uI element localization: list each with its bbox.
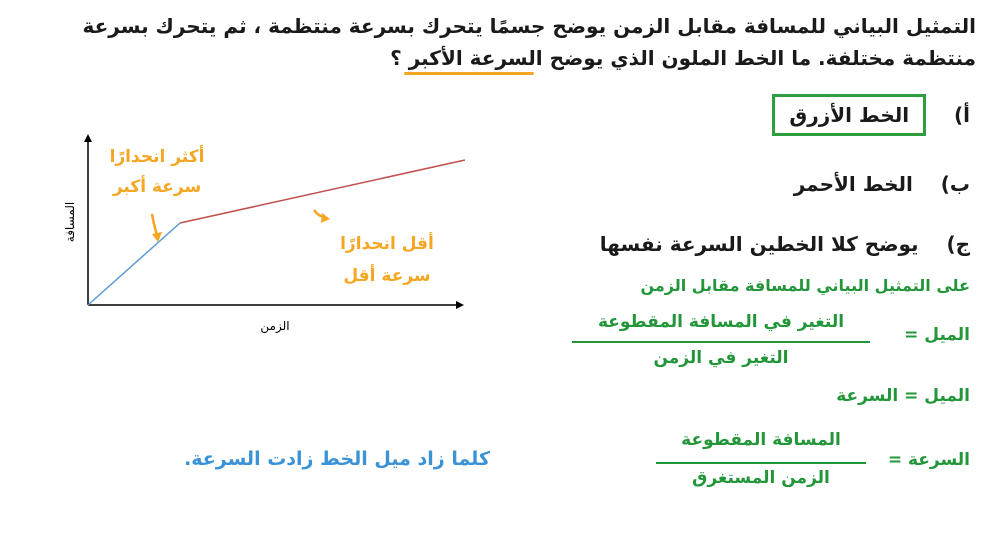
option-b-text: الخط الأحمر [793, 172, 913, 196]
note-arrow-shallower-head-icon [321, 213, 330, 223]
question-line-1: التمثيل البياني للمسافة مقابل الزمن يوضح… [82, 14, 977, 38]
blue-line [87, 222, 181, 306]
question-text: التمثيل البياني للمسافة مقابل الزمن يوضح… [76, 10, 977, 74]
option-a-text: الخط الأزرق [789, 103, 910, 127]
x-axis-label: الزمن [260, 319, 289, 334]
slope-equals-speed: الميل = السرعة [836, 386, 970, 406]
option-c[interactable]: ج) يوضح كلا الخطين السرعة نفسها [600, 232, 970, 256]
note-shallower-line-1: أقل انحدارًا [340, 234, 434, 254]
red-line [179, 159, 466, 224]
note-arrow-steeper-head-icon [152, 232, 162, 242]
speed-denominator: الزمن المستغرق [692, 468, 830, 488]
option-b-letter: ب) [940, 172, 970, 196]
distance-time-graph: المسافة الزمن [60, 130, 480, 345]
question-line-2: منتظمة مختلفة. ما الخط الملون الذي يوضح … [390, 46, 976, 70]
y-axis-label: المسافة [63, 202, 77, 242]
explanation-intro: على التمثيل البياني للمسافة مقابل الزمن [640, 276, 970, 295]
y-axis-arrow-icon [84, 134, 92, 142]
slope-numerator: التغير في المسافة المقطوعة [597, 312, 845, 332]
option-c-letter: ج) [946, 232, 970, 256]
slope-label: الميل = [904, 325, 970, 345]
speed-fraction-bar [656, 462, 866, 464]
x-axis-arrow-icon [456, 301, 464, 309]
note-shallower-line-2: سرعة أقل [343, 266, 431, 286]
highlight-underline [404, 72, 534, 75]
conclusion-text: كلما زاد ميل الخط زادت السرعة. [184, 448, 490, 470]
option-b[interactable]: ب) الخط الأحمر [794, 172, 970, 196]
option-a-letter: أ) [954, 103, 970, 127]
note-steeper: أكثر انحدارًا سرعة أكبر [92, 142, 222, 202]
option-c-text: يوضح كلا الخطين السرعة نفسها [599, 232, 919, 256]
note-shallower: أقل انحدارًا سرعة أقل [322, 228, 452, 292]
slope-denominator: التغير في الزمن [653, 348, 789, 368]
note-steeper-line-1: أكثر انحدارًا [109, 147, 205, 167]
slope-fraction-bar [572, 341, 870, 343]
option-a-selected-box: الخط الأزرق [772, 94, 927, 136]
speed-numerator: المسافة المقطوعة [681, 430, 841, 450]
note-steeper-line-2: سرعة أكبر [112, 177, 202, 197]
option-a[interactable]: أ) الخط الأزرق [772, 94, 970, 136]
speed-label: السرعة = [887, 450, 970, 470]
